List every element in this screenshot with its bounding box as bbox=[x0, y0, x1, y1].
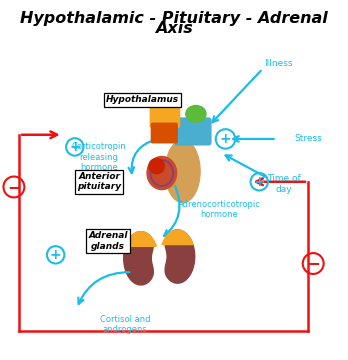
Text: Time of
day: Time of day bbox=[267, 175, 300, 194]
Text: Stress: Stress bbox=[294, 134, 322, 143]
Text: +: + bbox=[253, 175, 265, 189]
Text: Illness: Illness bbox=[264, 59, 293, 68]
Ellipse shape bbox=[165, 140, 200, 203]
Polygon shape bbox=[188, 121, 193, 143]
Text: Adrenocorticotropic
hormone: Adrenocorticotropic hormone bbox=[178, 200, 261, 219]
Text: Hypothalamus: Hypothalamus bbox=[106, 95, 179, 104]
Text: Anterior
pituitary: Anterior pituitary bbox=[77, 172, 121, 192]
Text: Adrenal
glands: Adrenal glands bbox=[88, 231, 128, 251]
Text: Axis: Axis bbox=[155, 21, 193, 36]
FancyBboxPatch shape bbox=[151, 122, 178, 143]
Text: −: − bbox=[306, 255, 320, 273]
FancyBboxPatch shape bbox=[174, 117, 212, 145]
Polygon shape bbox=[162, 230, 193, 244]
Text: Hypothalamic - Pituitary - Adrenal: Hypothalamic - Pituitary - Adrenal bbox=[20, 11, 328, 26]
Text: Cortisol and
androgens: Cortisol and androgens bbox=[100, 315, 151, 334]
Text: +: + bbox=[50, 248, 62, 262]
Text: +: + bbox=[220, 132, 231, 146]
Polygon shape bbox=[165, 230, 195, 283]
Ellipse shape bbox=[186, 105, 206, 122]
Circle shape bbox=[149, 158, 164, 174]
Ellipse shape bbox=[147, 157, 177, 190]
Text: +: + bbox=[69, 140, 81, 154]
Polygon shape bbox=[124, 232, 153, 285]
FancyBboxPatch shape bbox=[150, 104, 180, 128]
Text: Corticotropin
releasing
hormone: Corticotropin releasing hormone bbox=[72, 143, 127, 172]
Polygon shape bbox=[126, 232, 156, 246]
Text: −: − bbox=[7, 178, 21, 196]
